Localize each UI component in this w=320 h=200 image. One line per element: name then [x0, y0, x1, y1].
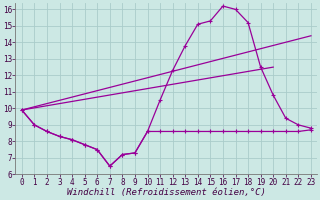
- X-axis label: Windchill (Refroidissement éolien,°C): Windchill (Refroidissement éolien,°C): [67, 188, 266, 197]
